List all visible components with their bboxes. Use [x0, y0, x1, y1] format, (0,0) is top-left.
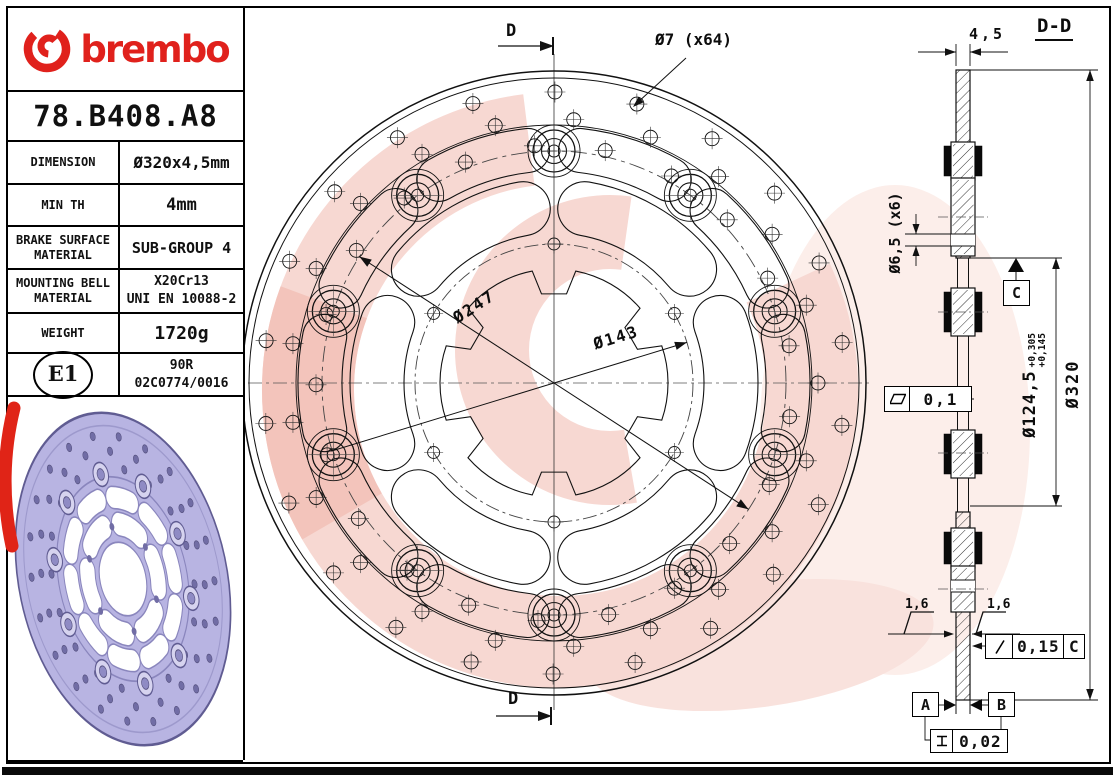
brembo-logo: brembo: [8, 8, 243, 92]
brembo-logo-icon: [24, 25, 71, 73]
title-block: brembo 78.B408.A8 DIMENSION Ø320x4,5mm M…: [8, 8, 245, 762]
spec-value: 1720g: [154, 322, 209, 344]
spec-label: BRAKE SURFACE MATERIAL: [8, 227, 120, 268]
roughness-left-value: 1,6: [905, 597, 929, 612]
bell-tol-lower: +0,145: [1037, 333, 1049, 368]
datum-b-box: B: [988, 692, 1015, 717]
spec-row-homologation: E1 90R 02C0774/0016: [8, 350, 243, 399]
datum-a-box: A: [912, 692, 939, 717]
bell-hole-dimension: Ø6,5 (x6): [886, 192, 904, 274]
spec-label: WEIGHT: [8, 314, 120, 352]
runout-callout: 0,15 C: [985, 634, 1085, 659]
flatness-callout: 0,1: [884, 386, 973, 412]
parallelism-callout: 0,02: [930, 729, 1009, 753]
spec-row-min-th: MIN TH 4mm: [8, 185, 243, 227]
spec-row-mounting-bell: MOUNTING BELL MATERIAL X20Cr13 UNI EN 10…: [8, 270, 243, 314]
bell-diameter-dimension: Ø124,5 +0,305 +0,145: [1020, 263, 1049, 508]
runout-icon: [985, 634, 1014, 659]
section-marker-bottom: D: [508, 689, 519, 709]
e1-badge: E1: [33, 350, 93, 399]
bell-diameter-value: Ø124,5: [1020, 370, 1041, 438]
parallelism-value: 0,02: [952, 729, 1009, 753]
brembo-wordmark: brembo: [80, 27, 230, 71]
spec-value: 4mm: [166, 195, 197, 215]
flatness-value: 0,1: [909, 386, 973, 412]
disc-photo-render: [14, 411, 232, 747]
runout-datum-ref: C: [1062, 634, 1085, 659]
thickness-dimension: 4,5: [969, 25, 1006, 43]
spec-row-dimension: DIMENSION Ø320x4,5mm: [8, 142, 243, 185]
page-border: [6, 6, 1111, 764]
section-marker-top: D: [506, 21, 517, 41]
runout-value: 0,15: [1012, 634, 1065, 659]
spec-value: Ø320x4,5mm: [133, 153, 230, 172]
outer-diameter-dimension: Ø320: [1063, 359, 1083, 409]
flatness-icon: [884, 386, 911, 412]
spec-value: SUB-GROUP 4: [131, 238, 232, 257]
disc-photo-box: [8, 397, 243, 762]
parallelism-icon: [930, 729, 954, 753]
spec-row-weight: WEIGHT 1720g: [8, 314, 243, 354]
spec-row-brake-surface: BRAKE SURFACE MATERIAL SUB-GROUP 4: [8, 227, 243, 270]
spec-label: MIN TH: [8, 185, 120, 225]
e1-homologation-mark: E1: [8, 350, 120, 399]
spec-label: DIMENSION: [8, 142, 120, 183]
homologation-number: 90R 02C0774/0016: [134, 357, 229, 391]
section-title: D-D: [1035, 15, 1074, 41]
roughness-right-value: 1,6: [987, 597, 1011, 612]
spec-value: X20Cr13 UNI EN 10088-2: [126, 274, 237, 307]
spec-label: MOUNTING BELL MATERIAL: [8, 270, 120, 312]
page-bottom-bar: [2, 767, 1113, 775]
part-number: 78.B408.A8: [8, 92, 243, 142]
hole-count-note: Ø7 (x64): [655, 30, 733, 49]
